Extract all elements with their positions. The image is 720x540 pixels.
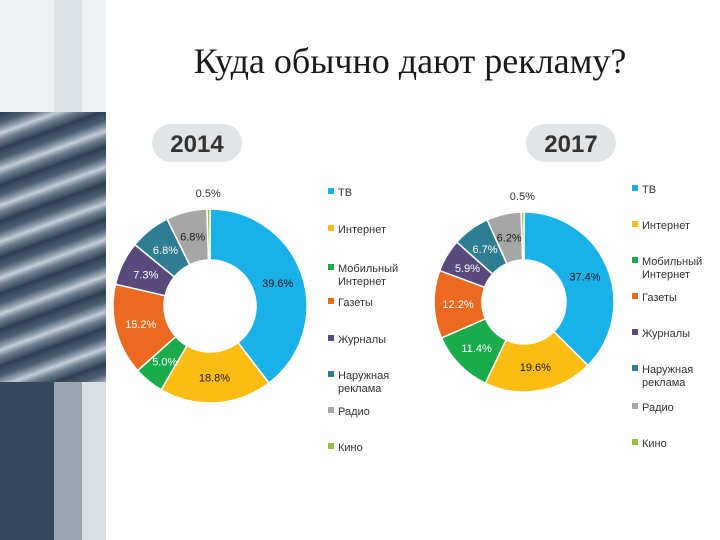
decor-block	[54, 382, 82, 540]
data-label: 0.5%	[510, 191, 535, 203]
slide-title: Куда обычно дают рекламу?	[193, 41, 627, 81]
chart-title: 2014	[170, 131, 224, 158]
data-label: 7.3%	[133, 270, 158, 282]
legend-swatch	[632, 293, 638, 299]
legend-swatch	[328, 371, 334, 377]
data-label: 18.8%	[199, 372, 230, 384]
data-label: 19.6%	[520, 362, 551, 374]
legend-swatch	[328, 335, 334, 341]
legend-label: ТВ	[642, 184, 656, 196]
legend-swatch	[328, 298, 334, 304]
decor-stairs-image	[0, 112, 106, 382]
data-label: 39.6%	[262, 278, 293, 290]
data-label: 0.5%	[196, 188, 221, 200]
data-label: 12.2%	[442, 299, 473, 311]
legend-swatch	[632, 365, 638, 371]
decor-block	[82, 382, 106, 540]
legend-label: Мобильный	[642, 256, 702, 268]
legend-label: Журналы	[338, 334, 386, 346]
data-label: 15.2%	[125, 319, 156, 331]
legend-label: реклама	[338, 383, 382, 395]
decor-block	[0, 382, 54, 540]
legend-swatch	[328, 443, 334, 449]
legend-label: Наружная	[338, 370, 389, 382]
data-label: 6.7%	[472, 244, 497, 256]
slice-кино	[520, 211, 525, 261]
legend-label: Журналы	[642, 328, 690, 340]
legend-label: Мобильный	[338, 263, 398, 275]
data-label: 5.0%	[152, 356, 177, 368]
legend-label: Радио	[642, 402, 674, 414]
legend-swatch	[632, 257, 638, 263]
slice-тв	[209, 208, 308, 385]
legend-label: ТВ	[338, 187, 352, 199]
data-label: 5.9%	[455, 263, 480, 275]
slice-интернет	[484, 330, 589, 393]
data-label: 11.4%	[461, 343, 492, 355]
data-label: 6.8%	[180, 232, 205, 244]
legend-label: Газеты	[642, 292, 677, 304]
legend-swatch	[632, 439, 638, 445]
legend-swatch	[328, 188, 334, 194]
legend-label: Интернет	[338, 224, 386, 236]
legend-label: Кино	[338, 442, 363, 454]
legend-label: Кино	[642, 438, 667, 450]
legend-swatch	[632, 329, 638, 335]
data-label: 37.4%	[569, 272, 600, 284]
chart-title: 2017	[544, 131, 597, 158]
legend-swatch	[632, 221, 638, 227]
data-label: 6.2%	[497, 233, 522, 245]
legend-label: Интернет	[642, 269, 690, 281]
legend-swatch	[632, 185, 638, 191]
slice-тв	[523, 211, 615, 367]
legend-label: Газеты	[338, 297, 373, 309]
legend-label: Интернет	[338, 276, 386, 288]
legend-swatch	[328, 264, 334, 270]
year-badge	[152, 124, 242, 162]
legend-label: Наружная	[642, 364, 693, 376]
legend-label: Радио	[338, 406, 370, 418]
legend-label: Интернет	[642, 220, 690, 232]
year-badge	[526, 124, 616, 162]
legend-swatch	[328, 225, 334, 231]
data-label: 6.8%	[153, 245, 178, 257]
legend-swatch	[632, 403, 638, 409]
legend-swatch	[328, 407, 334, 413]
slice-кино	[206, 208, 211, 261]
legend-label: реклама	[642, 377, 686, 389]
